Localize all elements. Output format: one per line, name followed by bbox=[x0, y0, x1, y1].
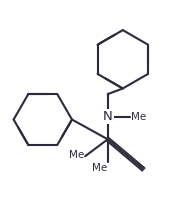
Text: Me: Me bbox=[69, 150, 84, 160]
Text: N: N bbox=[103, 110, 113, 123]
Text: Me: Me bbox=[91, 163, 107, 173]
Text: Me: Me bbox=[131, 112, 146, 122]
